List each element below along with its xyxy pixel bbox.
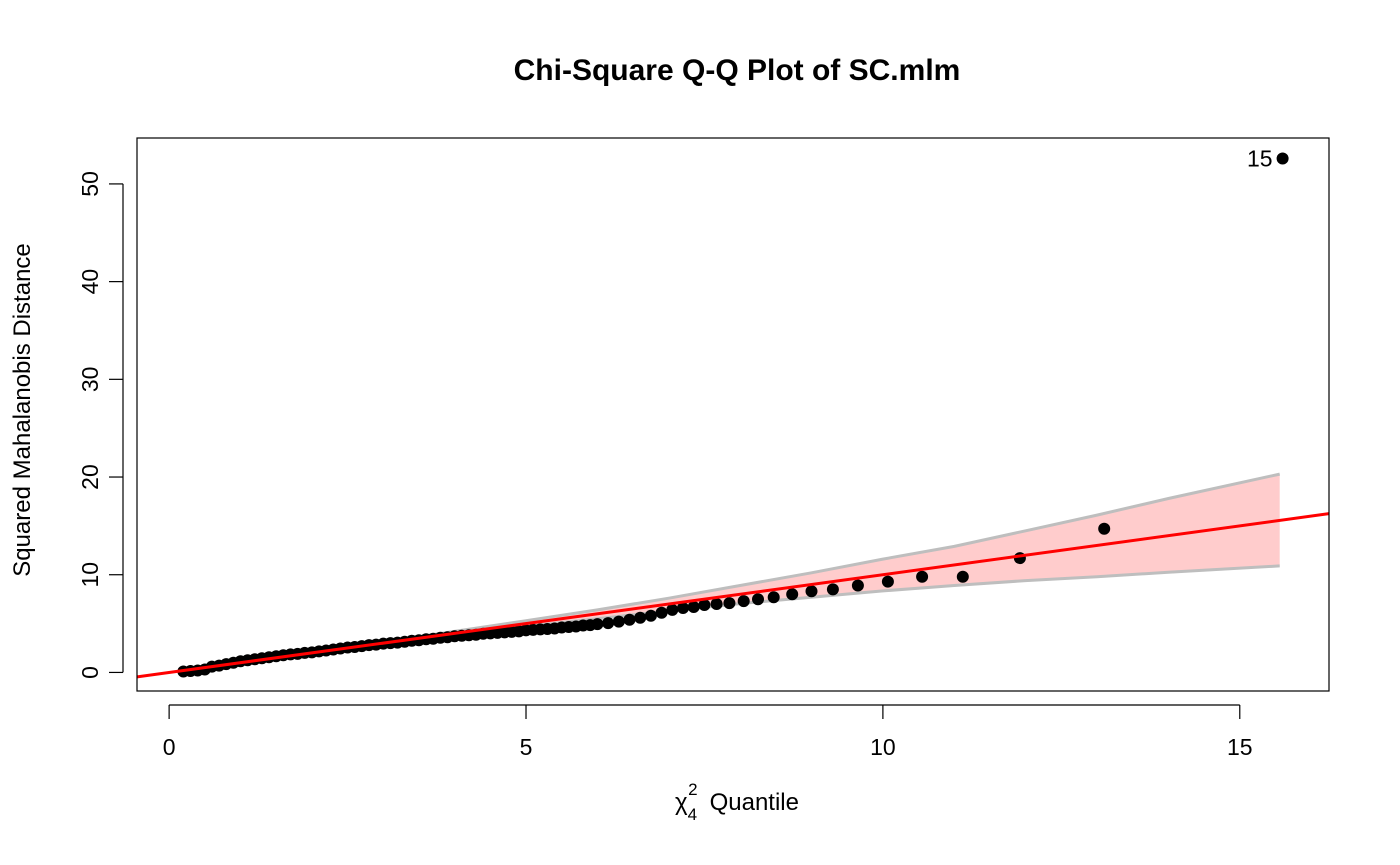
- data-point: [677, 602, 689, 614]
- data-point: [623, 613, 636, 626]
- data-point: [698, 599, 711, 611]
- data-point: [666, 603, 679, 616]
- data-point: [612, 615, 625, 628]
- y-axis: 0 10 20 30 40 50: [77, 171, 124, 679]
- data-point: [644, 609, 657, 622]
- data-point: [786, 588, 799, 601]
- data-point: [916, 570, 929, 583]
- data-point: [655, 606, 668, 619]
- data-point: [737, 595, 750, 608]
- data-point: [591, 618, 604, 631]
- y-tick-label: 0: [77, 666, 103, 679]
- data-point: [602, 617, 615, 630]
- data-point: [881, 575, 894, 588]
- x-tick-label: 15: [1227, 734, 1253, 760]
- confidence-envelope: [383, 474, 1280, 644]
- chart-title: Chi-Square Q-Q Plot of SC.mlm: [514, 54, 961, 87]
- point-annotation: 15: [1247, 146, 1273, 172]
- data-point: [851, 579, 864, 592]
- data-point: [752, 593, 764, 606]
- data-point: [723, 597, 736, 610]
- y-tick-label: 50: [77, 171, 103, 197]
- y-tick-label: 30: [77, 367, 103, 393]
- x-tick-label: 10: [870, 734, 896, 760]
- data-point: [805, 585, 818, 598]
- reference-line: [137, 512, 1329, 679]
- x-axis-title-sub: 4: [688, 805, 697, 824]
- data-point: [956, 570, 969, 583]
- x-tick-label: 0: [163, 734, 176, 760]
- x-axis-title-symbol: χ: [675, 789, 688, 816]
- data-point: [826, 583, 839, 596]
- data-point: [634, 611, 647, 624]
- data-point: [1276, 152, 1289, 165]
- x-axis-title: χ4 2 Quantile: [675, 780, 799, 824]
- y-tick-label: 10: [77, 562, 103, 588]
- plot-layer: [137, 152, 1329, 679]
- x-axis: 0 5 10 15: [163, 704, 1253, 760]
- envelope-upper-line: [383, 472, 1281, 644]
- data-point: [1098, 522, 1111, 535]
- data-point: [767, 591, 780, 604]
- y-tick-label: 20: [77, 464, 103, 490]
- y-tick-label: 40: [77, 269, 103, 295]
- data-point: [710, 598, 723, 610]
- plot-frame: [136, 137, 1330, 692]
- data-point: [687, 601, 700, 613]
- x-axis-title-text: Quantile: [710, 789, 799, 816]
- x-axis-title-sup: 2: [688, 780, 697, 799]
- x-tick-label: 5: [520, 734, 533, 760]
- y-axis-title: Squared Mahalanobis Distance: [9, 243, 36, 577]
